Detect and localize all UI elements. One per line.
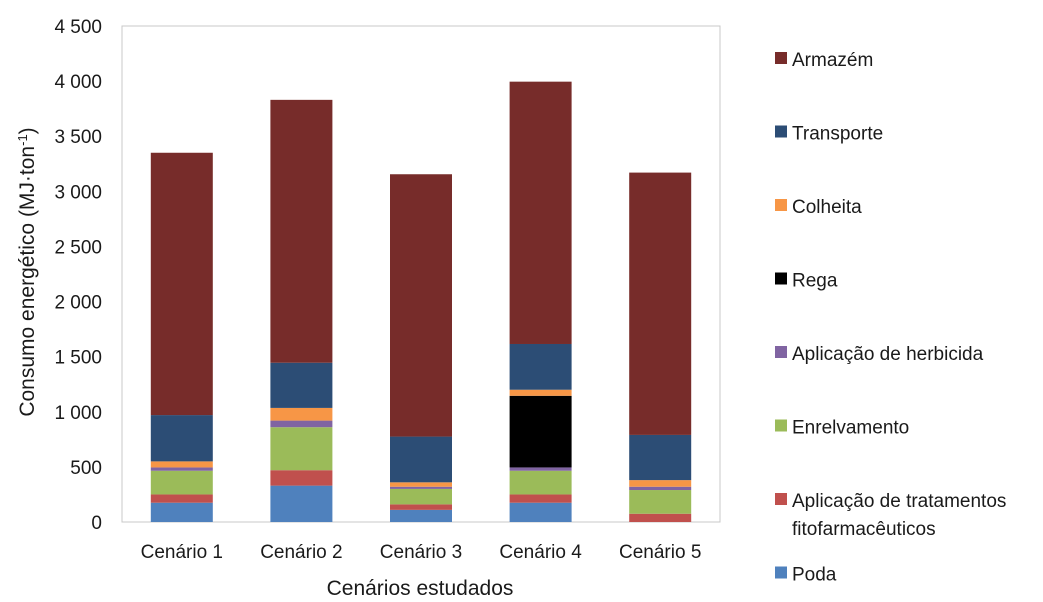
y-tick-label: 4 000 (54, 72, 102, 93)
bar-segment (270, 420, 333, 428)
y-tick-label: 3 500 (54, 127, 102, 148)
y-tick-label: 2 000 (54, 293, 102, 314)
bar-segment (270, 427, 333, 471)
bar-segment (270, 99, 333, 363)
bars (150, 81, 692, 522)
bar-segment (629, 490, 692, 514)
legend-label: fitofarmacêuticos (792, 519, 936, 540)
bar-segment (150, 467, 213, 471)
legend-swatch (775, 199, 787, 211)
bar-segment (390, 482, 452, 487)
bar-segment (629, 172, 692, 435)
bar-segment (629, 513, 692, 522)
bar-segment (390, 509, 452, 522)
y-axis-title-sup: -1 (15, 134, 30, 146)
y-tick-label: 3 000 (54, 182, 102, 203)
y-axis-title-close: ) (16, 127, 39, 134)
bar-segment (509, 467, 572, 471)
x-tick-label: Cenário 2 (260, 542, 342, 563)
legend-label: Enrelvamento (792, 418, 909, 439)
y-tick-label: 1 000 (54, 403, 102, 424)
legend-swatch (775, 272, 787, 285)
legend-label: Rega (792, 271, 838, 292)
y-tick-label: 1 500 (54, 348, 102, 369)
legend-swatch (775, 566, 787, 579)
y-tick-label: 2 500 (54, 237, 102, 258)
legend-label: Armazém (792, 50, 873, 71)
bar-segment (270, 485, 333, 522)
bar-segment (390, 174, 452, 437)
bar-segment (270, 407, 333, 421)
bar-segment (509, 494, 572, 503)
y-tick-label: 500 (70, 458, 102, 479)
bar-segment (150, 461, 213, 468)
y-tick-label: 0 (91, 513, 102, 534)
bar-segment (509, 395, 572, 468)
bar-segment (150, 502, 213, 522)
y-tick-label: 4 500 (54, 17, 102, 38)
legend-swatch (775, 346, 787, 358)
y-axis-title: Consumo energético (MJ·ton-1) (15, 127, 40, 416)
bar-segment (509, 389, 572, 396)
bar-segment (390, 504, 452, 510)
bar-segment (629, 480, 692, 487)
legend-label: Poda (792, 565, 837, 586)
legend-swatch (775, 52, 787, 64)
legend-label: Aplicação de herbicida (792, 344, 984, 365)
bar-segment (509, 470, 572, 495)
legend: Armazém Transporte Colheita Rega Aplicação d… (775, 50, 1006, 586)
legend-swatch (775, 125, 787, 138)
bar-segment (150, 152, 213, 416)
x-tick-label: Cenário 1 (141, 542, 223, 563)
bar-segment (270, 470, 333, 486)
legend-label: Colheita (792, 197, 862, 218)
bar-segment (390, 436, 452, 483)
bar-segment (150, 470, 213, 495)
x-tick-label: Cenário 5 (619, 542, 701, 563)
x-axis-ticks: Cenário 1 Cenário 2 Cenário 3 Cenário 4 Cená… (141, 542, 702, 563)
legend-swatch (775, 493, 787, 505)
legend-label: Aplicação de tratamentos (792, 491, 1006, 512)
bar-segment (150, 494, 213, 503)
x-tick-label: Cenário 3 (380, 542, 462, 563)
bar-segment (390, 488, 452, 505)
x-tick-label: Cenário 4 (499, 542, 582, 563)
legend-label: Transporte (792, 124, 883, 145)
bar-segment (629, 486, 692, 491)
bar-segment (270, 362, 333, 408)
bar-segment (509, 343, 572, 390)
x-axis-title: Cenários estudados (327, 577, 514, 600)
bar-segment (509, 81, 572, 344)
y-axis-ticks: 0 500 1 000 1 500 2 000 2 500 3 000 3 500 4 000 4… (54, 17, 102, 534)
y-axis-title-main: Consumo energético (MJ·ton (16, 146, 39, 417)
bar-segment (629, 434, 692, 481)
bar-segment (150, 415, 213, 462)
bar-segment (390, 486, 452, 489)
bar-segment (509, 502, 572, 522)
legend-swatch (775, 419, 787, 432)
